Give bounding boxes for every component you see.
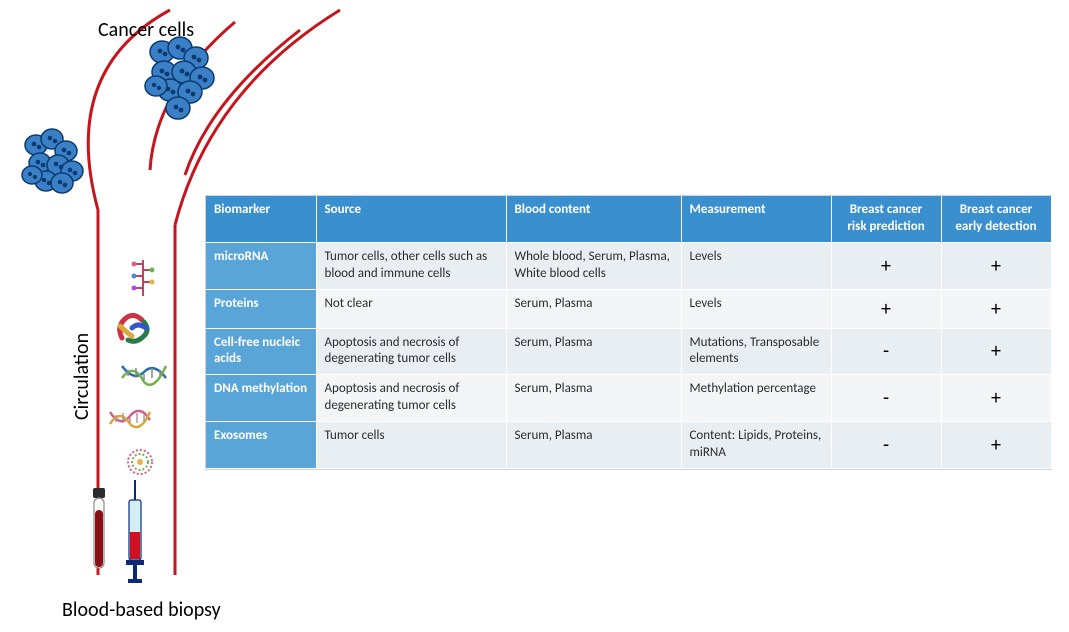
protein-icon: [112, 308, 154, 346]
row-biomarker: Proteins: [206, 289, 316, 328]
row-biomarker: DNA methylation: [206, 375, 316, 422]
label-circulation: Circulation: [70, 333, 94, 420]
cell-early: +: [941, 242, 1051, 289]
cell-blood-content: Serum, Plasma: [506, 375, 681, 422]
cell-source: Apoptosis and necrosis of degenerating t…: [316, 375, 506, 422]
table-row: Cell-free nucleic acids Apoptosis and ne…: [206, 328, 1051, 375]
cell-risk: -: [831, 375, 941, 422]
cell-blood-content: Serum, Plasma: [506, 422, 681, 469]
cell-measurement: Mutations, Transposable elements: [681, 328, 831, 375]
cell-early: +: [941, 375, 1051, 422]
cell-measurement: Levels: [681, 289, 831, 328]
table-row: Proteins Not clear Serum, Plasma Levels …: [206, 289, 1051, 328]
table-row: DNA methylation Apoptosis and necrosis o…: [206, 375, 1051, 422]
cell-early: +: [941, 328, 1051, 375]
col-source: Source: [316, 196, 506, 242]
table-row: Exosomes Tumor cells Serum, Plasma Conte…: [206, 422, 1051, 469]
blood-tube-icon: [84, 488, 114, 580]
cell-measurement: Methylation percentage: [681, 375, 831, 422]
table-row: microRNA Tumor cells, other cells such a…: [206, 242, 1051, 289]
cell-source: Not clear: [316, 289, 506, 328]
cell-risk: -: [831, 422, 941, 469]
dna2-icon: [108, 406, 152, 434]
cell-blood-content: Serum, Plasma: [506, 328, 681, 375]
biomarker-table: Biomarker Source Blood content Measureme…: [206, 196, 1051, 469]
table-header-row: Biomarker Source Blood content Measureme…: [206, 196, 1051, 242]
col-measurement: Measurement: [681, 196, 831, 242]
cell-measurement: Levels: [681, 242, 831, 289]
cell-source: Apoptosis and necrosis of degenerating t…: [316, 328, 506, 375]
cell-early: +: [941, 289, 1051, 328]
cell-risk: +: [831, 289, 941, 328]
cell-blood-content: Serum, Plasma: [506, 289, 681, 328]
cell-early: +: [941, 422, 1051, 469]
cell-cluster-1: [18, 125, 88, 205]
syringe-icon: [120, 480, 150, 584]
mirna-icon: [128, 258, 158, 298]
cell-measurement: Content: Lipids, Proteins, miRNA: [681, 422, 831, 469]
col-early-detection: Breast cancer early detection: [941, 196, 1051, 242]
label-biopsy: Blood-based biopsy: [62, 598, 221, 622]
cell-source: Tumor cells, other cells such as blood a…: [316, 242, 506, 289]
cell-blood-content: Whole blood, Serum, Plasma, White blood …: [506, 242, 681, 289]
row-biomarker: microRNA: [206, 242, 316, 289]
col-biomarker: Biomarker: [206, 196, 316, 242]
row-biomarker: Cell-free nucleic acids: [206, 328, 316, 375]
cell-risk: -: [831, 328, 941, 375]
cell-source: Tumor cells: [316, 422, 506, 469]
infographic-canvas: Cancer cells Circulation Blood-based bio…: [0, 0, 1069, 632]
row-biomarker: Exosomes: [206, 422, 316, 469]
dna-icon: [120, 362, 168, 392]
col-risk-prediction: Breast cancer risk prediction: [831, 196, 941, 242]
exosome-icon: [124, 446, 156, 478]
col-blood-content: Blood content: [506, 196, 681, 242]
cell-cluster-2: [140, 34, 220, 124]
cell-risk: +: [831, 242, 941, 289]
